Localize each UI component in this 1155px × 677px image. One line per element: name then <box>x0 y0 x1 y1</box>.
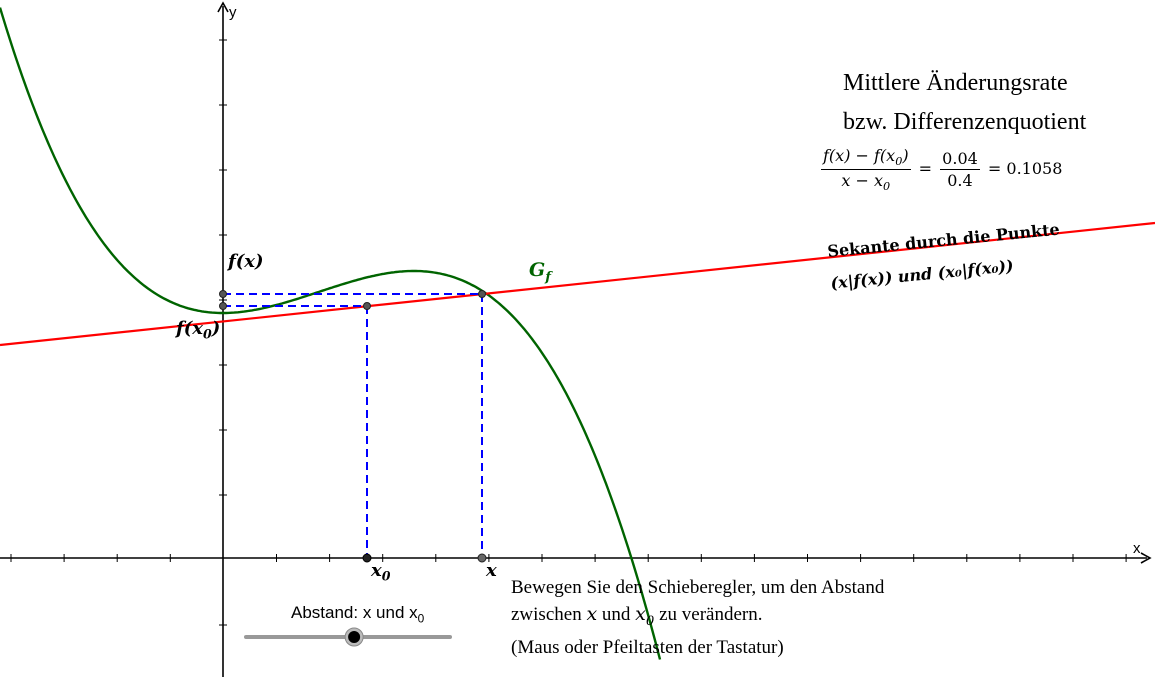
formula-num-right: 0.04 <box>940 149 980 171</box>
marker-x: x <box>486 560 497 581</box>
formula-result: = 0.1058 <box>987 159 1063 179</box>
point-fx-on-axis <box>219 290 227 298</box>
point-fx0-on-axis <box>219 302 227 310</box>
y-axis-label: y <box>229 4 237 21</box>
function-curve <box>0 7 662 660</box>
slider-caption-text: Abstand: x und x <box>291 603 418 622</box>
marker-x0: x0 <box>371 560 391 584</box>
secant-line <box>0 221 1155 347</box>
instructions-line-3: (Maus oder Pfeiltasten der Tastatur) <box>511 636 784 658</box>
formula-equals: = <box>918 159 933 179</box>
formula-num-left-close: ) <box>902 146 909 165</box>
instructions: Bewegen Sie den Schieberegler, um den Ab… <box>511 575 884 661</box>
instructions-line-2-x0-sub: 0 <box>645 613 655 629</box>
point-x0-on-axis[interactable] <box>362 553 372 563</box>
formula-den-right: 0.4 <box>947 171 973 191</box>
instructions-line-2: zwischen x und x0 zu verändern. <box>511 601 884 635</box>
marker-x0-sub: 0 <box>381 568 391 584</box>
y-axis-arrow <box>217 1 229 13</box>
formula-den-left-sub: 0 <box>883 180 891 194</box>
point-x0-on-curve[interactable] <box>363 302 371 310</box>
formula-den-left: x − x <box>841 171 884 191</box>
title-line-1: Mittlere Änderungsrate <box>843 70 1068 96</box>
difference-quotient-formula: f(x) − f(x0) x − x0 = 0.04 0.4 = 0.1058 <box>818 146 1062 193</box>
marker-x0-main: x <box>371 560 382 581</box>
fraction-numeric: 0.04 0.4 <box>940 149 980 190</box>
slider-caption: Abstand: x und x0 <box>291 603 424 625</box>
title-line-2: bzw. Differenzenquotient <box>843 109 1087 135</box>
instructions-line-1: Bewegen Sie den Schieberegler, um den Ab… <box>511 577 885 598</box>
instructions-line-2-a: zwischen <box>511 604 587 625</box>
instructions-line-2-x: x <box>586 603 598 625</box>
marker-fx0-main: f(x <box>176 318 203 339</box>
slider-caption-sub: 0 <box>417 611 425 626</box>
marker-fx0-sub: 0 <box>203 326 212 342</box>
point-x-on-axis[interactable] <box>477 553 487 563</box>
instructions-line-2-b: und <box>597 604 636 625</box>
marker-fx: f(x) <box>228 251 264 272</box>
curve-label-sub: f <box>545 269 551 285</box>
marker-fx0-close: ) <box>211 318 221 339</box>
instructions-line-2-c: zu verändern. <box>654 604 763 625</box>
instructions-line-2-x0: x <box>635 603 646 625</box>
curve-label-main: G <box>529 259 546 281</box>
formula-num-left-sub: 0 <box>895 155 903 169</box>
slider-knob[interactable] <box>344 627 364 647</box>
marker-fx0: f(x0) <box>176 318 220 342</box>
x-axis-arrow <box>1140 552 1152 564</box>
fraction-symbolic: f(x) − f(x0) x − x0 <box>821 146 911 193</box>
formula-num-left: f(x) − f(x <box>823 146 896 165</box>
curve-label: Gf <box>529 259 551 285</box>
point-x-on-curve[interactable] <box>478 290 486 298</box>
x-axis-label: x <box>1133 540 1141 557</box>
